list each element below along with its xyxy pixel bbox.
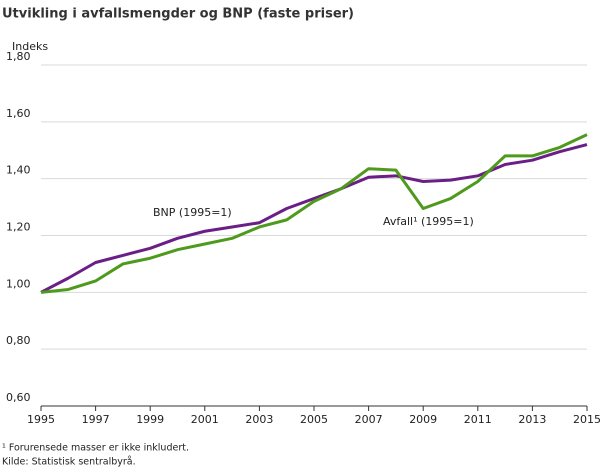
source: Kilde: Statistisk sentralbyrå. — [2, 457, 136, 468]
x-tick-label: 2001 — [191, 413, 219, 426]
x-tick-label: 2011 — [464, 413, 492, 426]
y-tick-label: 1,00 — [6, 277, 31, 290]
x-tick-label: 2003 — [245, 413, 273, 426]
x-tick-label: 2005 — [300, 413, 328, 426]
y-tick-label: 1,20 — [6, 221, 31, 234]
series-line — [40, 133, 588, 294]
x-tick-label: 2015 — [573, 413, 601, 426]
x-tick-label: 2007 — [355, 413, 383, 426]
y-tick-label: 1,40 — [6, 164, 31, 177]
y-tick-label: 1,60 — [6, 107, 31, 120]
chart-title: Utvikling i avfallsmengder og BNP (faste… — [2, 7, 354, 22]
footnote: ¹ Forurensede masser er ikke inkludert. — [2, 443, 189, 454]
y-tick-label: 1,80 — [6, 50, 31, 63]
x-tick-label: 2013 — [518, 413, 546, 426]
x-tick-label: 2009 — [409, 413, 437, 426]
series-label: BNP (1995=1) — [153, 206, 232, 219]
x-tick-label: 1997 — [82, 413, 110, 426]
x-tick-label: 1999 — [136, 413, 164, 426]
x-tick-label: 1995 — [27, 413, 55, 426]
series-label: Avfall¹ (1995=1) — [383, 215, 474, 228]
y-tick-label: 0,60 — [6, 391, 31, 404]
y-tick-label: 0,80 — [6, 334, 31, 347]
y-axis-label: Indeks — [12, 40, 48, 53]
series-line — [40, 143, 588, 294]
